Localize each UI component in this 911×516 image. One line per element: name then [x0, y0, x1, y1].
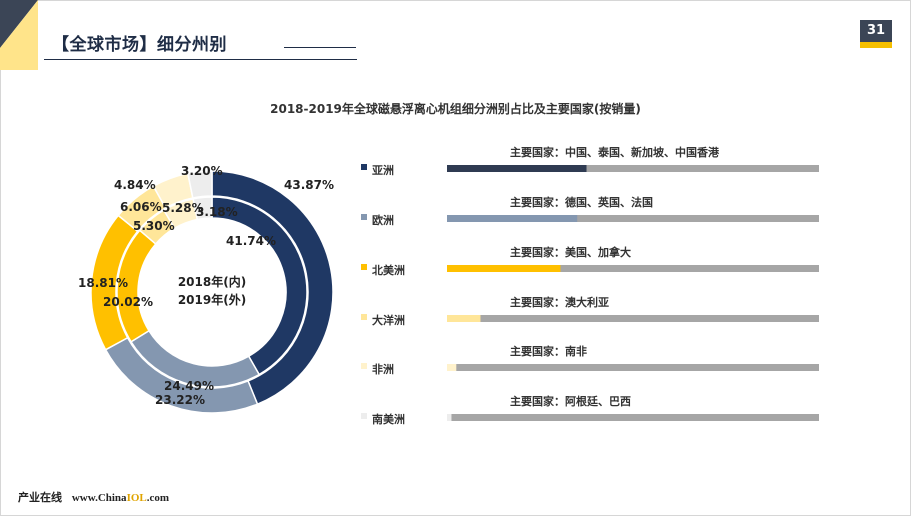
- title-accent-line: [284, 47, 356, 48]
- corner-decoration: [0, 0, 38, 70]
- footer-site[interactable]: www.ChinaIOL.com: [72, 492, 169, 504]
- countries-label-2: 主要国家：德国、英国、法国: [510, 195, 653, 209]
- legend-swatch-6: [361, 413, 367, 419]
- country-bar-track-5: [447, 364, 819, 371]
- country-bar-track-1: [447, 165, 819, 172]
- data-label-2019-1: 43.87%: [284, 178, 334, 192]
- legend-swatch-3: [361, 264, 367, 270]
- footer-site-prefix: www.China: [71, 492, 127, 504]
- countries-label-6: 主要国家：阿根廷、巴西: [510, 394, 631, 408]
- legend-label-2: 欧洲: [372, 213, 394, 227]
- country-bar-fill-1: [447, 165, 587, 172]
- data-label-2018-4: 5.30%: [133, 219, 175, 233]
- legend-swatch-2: [361, 214, 367, 220]
- country-bar-track-4: [447, 315, 819, 322]
- country-bar-track-3: [447, 265, 819, 272]
- page-title: 【全球市场】细分州别: [52, 35, 227, 55]
- legend-label-1: 亚洲: [372, 164, 394, 177]
- donut-slice-outer-6: [186, 170, 213, 199]
- data-label-2018-3: 20.02%: [103, 295, 153, 309]
- page-number-accent: [860, 42, 892, 48]
- footer: 产业在线 www.ChinaIOL.com: [18, 489, 169, 505]
- legend-label-5: 非洲: [372, 362, 394, 376]
- countries-label-1: 主要国家：中国、泰国、新加坡、中国香港: [510, 145, 720, 159]
- legend-swatch-5: [361, 363, 367, 369]
- footer-site-highlight: IOL: [126, 492, 147, 504]
- data-label-2018-2: 24.49%: [164, 379, 214, 393]
- legend-swatch-4: [361, 314, 367, 320]
- data-label-2019-5: 4.84%: [114, 178, 156, 192]
- title-underline: [44, 59, 357, 60]
- country-bar-track-6: [447, 414, 819, 421]
- page-number: 31: [860, 20, 892, 42]
- country-bar-fill-3: [447, 265, 561, 272]
- footer-brand: 产业在线: [18, 491, 62, 504]
- legend-label-3: 北美洲: [372, 263, 405, 277]
- data-label-2018-5: 5.28%: [162, 201, 204, 215]
- center-label-outer: 2019年(外): [178, 292, 246, 307]
- country-bar-fill-4: [447, 315, 481, 322]
- data-label-2018-6: 3.18%: [196, 205, 238, 219]
- legend-swatch-1: [361, 164, 367, 170]
- countries-label-3: 主要国家：美国、加拿大: [510, 245, 631, 259]
- country-bar-track-2: [447, 215, 819, 222]
- data-label-2018-1: 41.74%: [226, 234, 276, 248]
- countries-label-4: 主要国家：澳大利亚: [510, 295, 609, 309]
- countries-label-5: 主要国家：南非: [510, 344, 587, 358]
- donut-slice-inner-6: [192, 196, 213, 221]
- legend-label-6: 南美洲: [372, 412, 405, 426]
- data-label-2019-4: 6.06%: [120, 200, 162, 214]
- country-bar-fill-5: [447, 364, 457, 371]
- footer-site-suffix: .com: [146, 492, 170, 504]
- chart-title: 2018-2019年全球磁悬浮离心机组细分洲别占比及主要国家(按销量): [270, 102, 641, 116]
- data-label-2019-2: 23.22%: [155, 393, 205, 407]
- legend-label-4: 大洋洲: [372, 313, 405, 327]
- country-bar-fill-2: [447, 215, 578, 222]
- data-label-2019-6: 3.20%: [181, 164, 223, 178]
- data-label-2019-3: 18.81%: [78, 276, 128, 290]
- country-bar-fill-6: [447, 414, 452, 421]
- center-label-inner: 2018年(内): [178, 274, 246, 289]
